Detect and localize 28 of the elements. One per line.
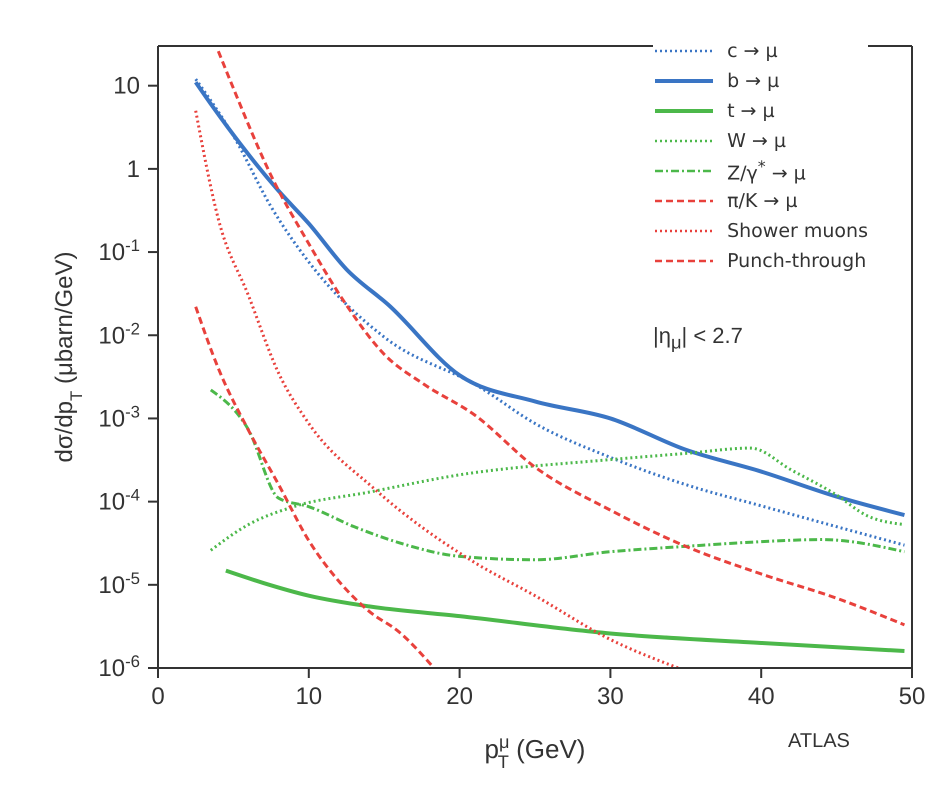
x-tick-label: 20 — [446, 683, 473, 710]
legend-label: π/K → μ — [727, 190, 798, 212]
legend-label: c → μ — [727, 40, 778, 62]
line-series — [224, 568, 906, 654]
y-tick-label: 10$^{-5}$ — [98, 568, 140, 599]
y-tick-label: 10 — [113, 72, 140, 100]
x-tick-label: 40 — [748, 683, 775, 710]
annotation: |η$_{μ}$| < 2.7 — [653, 323, 743, 352]
legend-label: Shower muons — [727, 220, 868, 242]
y-tick-label: 10$^{-2}$ — [98, 318, 140, 350]
y-tick-label: 10$^{-6}$ — [98, 652, 140, 682]
legend-label: Punch-through — [727, 250, 866, 272]
x-axis-title: p$^{μ}$$_{T}$ (GeV) — [484, 732, 586, 772]
x-tick-label: 10 — [295, 683, 322, 710]
line-series — [209, 388, 906, 562]
x-tick-label: 0 — [151, 683, 165, 710]
line-series — [194, 109, 680, 668]
text: ATLAS — [788, 730, 850, 752]
legend-label: W → μ — [727, 130, 786, 152]
y-tick-label: 1 — [126, 156, 140, 183]
legend-label: t → μ — [727, 100, 775, 122]
x-tick-label: 30 — [597, 683, 624, 710]
legend-label: Z/γ$^{*}$ → μ — [727, 157, 806, 185]
legend-label: b → μ — [727, 70, 780, 92]
y-tick-label: 10$^{-3}$ — [98, 402, 140, 432]
y-tick-label: 10$^{-1}$ — [98, 236, 140, 266]
x-tick-label: 50 — [898, 683, 926, 710]
y-tick-label: 10$^{-4}$ — [98, 485, 140, 516]
